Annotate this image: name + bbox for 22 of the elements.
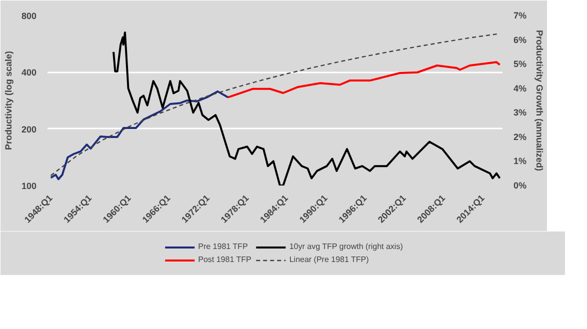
y-tick-label: 100	[21, 181, 37, 191]
y2-tick-label: 5%	[514, 59, 527, 70]
y2-tick-label: 6%	[514, 34, 527, 45]
y2-axis-title: Productivity Growth (annualized)	[534, 30, 545, 172]
legend-label: Post 1981 TFP	[198, 255, 252, 264]
line-series	[50, 33, 500, 176]
y2-tick-label: 4%	[514, 83, 527, 94]
legend-label: 10yr avg TFP growth (right axis)	[289, 242, 403, 251]
y-tick-label: 200	[21, 124, 37, 134]
y2-tick-label: 7%	[514, 10, 527, 20]
line-series	[112, 32, 501, 186]
y2-tick-label: 0%	[514, 180, 527, 190]
legend-label: Linear (Pre 1981 TFP)	[289, 255, 369, 264]
y2-tick-label: 2%	[514, 132, 527, 142]
y-axis-title: Productivity (log scale)	[3, 50, 14, 150]
y-tick-label: 800	[21, 11, 37, 21]
y2-tick-label: 1%	[514, 156, 527, 166]
line-series	[227, 61, 501, 98]
y-tick-label: 400	[21, 68, 37, 78]
y2-tick-label: 3%	[514, 108, 527, 118]
line-series	[50, 90, 230, 180]
legend-label: Pre 1981 TFP	[198, 242, 248, 251]
